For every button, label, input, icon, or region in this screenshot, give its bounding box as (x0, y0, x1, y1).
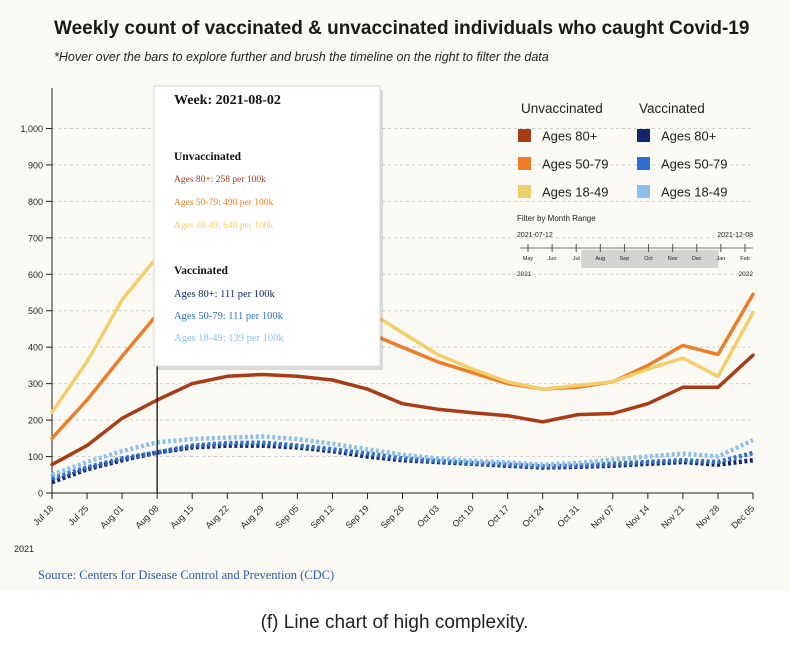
x-tick-label: Sep 05 (274, 503, 301, 530)
tooltip-unvaccinated-line: Ages 50-79: 490 per 100k (174, 198, 273, 208)
brush-selection[interactable] (581, 250, 719, 268)
tooltip-box (153, 85, 381, 367)
brush-month-label: Feb (740, 256, 749, 262)
x-tick-label: Sep 26 (379, 503, 406, 530)
brush-month-label: Dec (692, 256, 702, 262)
x-tick-label: Sep 19 (344, 503, 371, 530)
x-tick-label: Jul 25 (66, 503, 90, 527)
brush-month-label: Nov (668, 256, 678, 262)
chart-title: Weekly count of vaccinated & unvaccinate… (54, 18, 750, 39)
x-tick-label: Dec 05 (729, 503, 756, 530)
legend-swatch[interactable] (637, 157, 650, 170)
brush-month-label: Aug (595, 256, 605, 262)
x-tick-label: Jul 18 (31, 503, 55, 527)
legend-label: Ages 80+ (542, 129, 597, 144)
x-tick-label: Sep 12 (309, 503, 336, 530)
legend-title-vaccinated: Vaccinated (639, 101, 705, 116)
y-tick-label: 300 (28, 379, 43, 389)
brush-month-label: Sep (620, 256, 630, 262)
figure-caption: (f) Line chart of high complexity. (260, 612, 529, 633)
legend-label: Ages 50-79 (542, 157, 609, 172)
series-line-vaccinated-ages-18-49[interactable] (51, 434, 754, 477)
x-tick-label: Nov 14 (624, 503, 651, 530)
legend-label: Ages 80+ (661, 129, 716, 144)
x-tick-label: Oct 10 (450, 503, 476, 529)
legend-swatch[interactable] (637, 185, 650, 198)
brush-end-date: 2021-12-08 (717, 232, 753, 239)
series-line-unvaccinated-ages-80[interactable] (50, 353, 755, 467)
brush-start-date: 2021-07-12 (517, 232, 553, 239)
chart-subtitle: *Hover over the bars to explore further … (54, 50, 549, 64)
y-tick-label: 600 (28, 270, 43, 280)
brush-month-label: Oct (644, 256, 653, 262)
tooltip-week: Week: 2021-08-02 (174, 93, 281, 108)
x-tick-label: Nov 21 (659, 503, 686, 530)
y-tick-label: 900 (28, 160, 43, 170)
x-tick-label: Oct 24 (520, 503, 546, 529)
y-tick-label: 800 (28, 197, 43, 207)
brush-year-right: 2022 (739, 271, 754, 278)
brush-month-label: Jun (548, 256, 557, 262)
legend-label: Ages 18-49 (661, 185, 728, 200)
x-tick-label: Aug 15 (168, 503, 195, 530)
brush-month-label: May (523, 256, 534, 262)
tooltip-unvaccinated-heading: Unvaccinated (174, 151, 242, 163)
legend-title-unvaccinated: Unvaccinated (521, 101, 603, 116)
y-tick-label: 700 (28, 233, 43, 243)
x-tick-label: Aug 29 (238, 503, 265, 530)
legend-swatch[interactable] (518, 157, 531, 170)
x-tick-label: Aug 08 (133, 503, 160, 530)
tooltip-vaccinated-line: Ages 80+: 111 per 100k (174, 289, 276, 300)
x-tick-label: Aug 01 (98, 503, 125, 530)
y-tick-label: 0 (38, 489, 43, 499)
legend-label: Ages 18-49 (542, 185, 609, 200)
brush-label: Filter by Month Range (517, 214, 596, 223)
line-chart[interactable]: 0 100 200 300 400 500 600 700 800 900 1,000 Jul 18 J… (0, 0, 789, 590)
chart-panel (0, 0, 789, 590)
x-tick-label: Aug 22 (203, 503, 230, 530)
tooltip-unvaccinated-line: Ages 80+: 258 per 100k (174, 175, 266, 185)
x-year-label: 2021 (14, 544, 34, 554)
brush-month-label: Jan (716, 256, 725, 262)
tooltip-vaccinated-line: Ages 18-49: 139 per 100k (174, 333, 284, 344)
tooltip-vaccinated-heading: Vaccinated (174, 265, 228, 277)
x-tick-label: Nov 07 (589, 503, 616, 530)
legend-label: Ages 50-79 (661, 157, 728, 172)
legend-swatch[interactable] (518, 129, 531, 142)
y-tick-label: 100 (28, 452, 43, 462)
tooltip-vaccinated-line: Ages 50-79: 111 per 100k (174, 311, 284, 322)
source-note: Source: Centers for Disease Control and … (38, 568, 335, 582)
tooltip-unvaccinated-line: Ages 18-49: 648 per 100k (174, 221, 273, 231)
x-tick-label: Oct 03 (415, 503, 441, 529)
x-tick-label: Oct 17 (485, 503, 511, 529)
y-tick-label: 400 (28, 343, 43, 353)
legend-swatch[interactable] (637, 129, 650, 142)
series-line-vaccinated-ages-50-79[interactable] (51, 440, 754, 481)
y-tick-label: 500 (28, 306, 43, 316)
y-tick-label: 1,000 (20, 124, 43, 134)
x-tick-label: Nov 28 (694, 503, 721, 530)
legend-swatch[interactable] (518, 185, 531, 198)
y-tick-label: 200 (28, 416, 43, 426)
brush-month-label: Jul (573, 256, 580, 262)
x-tick-label: Oct 31 (555, 503, 581, 529)
brush-year-left: 2021 (517, 271, 532, 278)
